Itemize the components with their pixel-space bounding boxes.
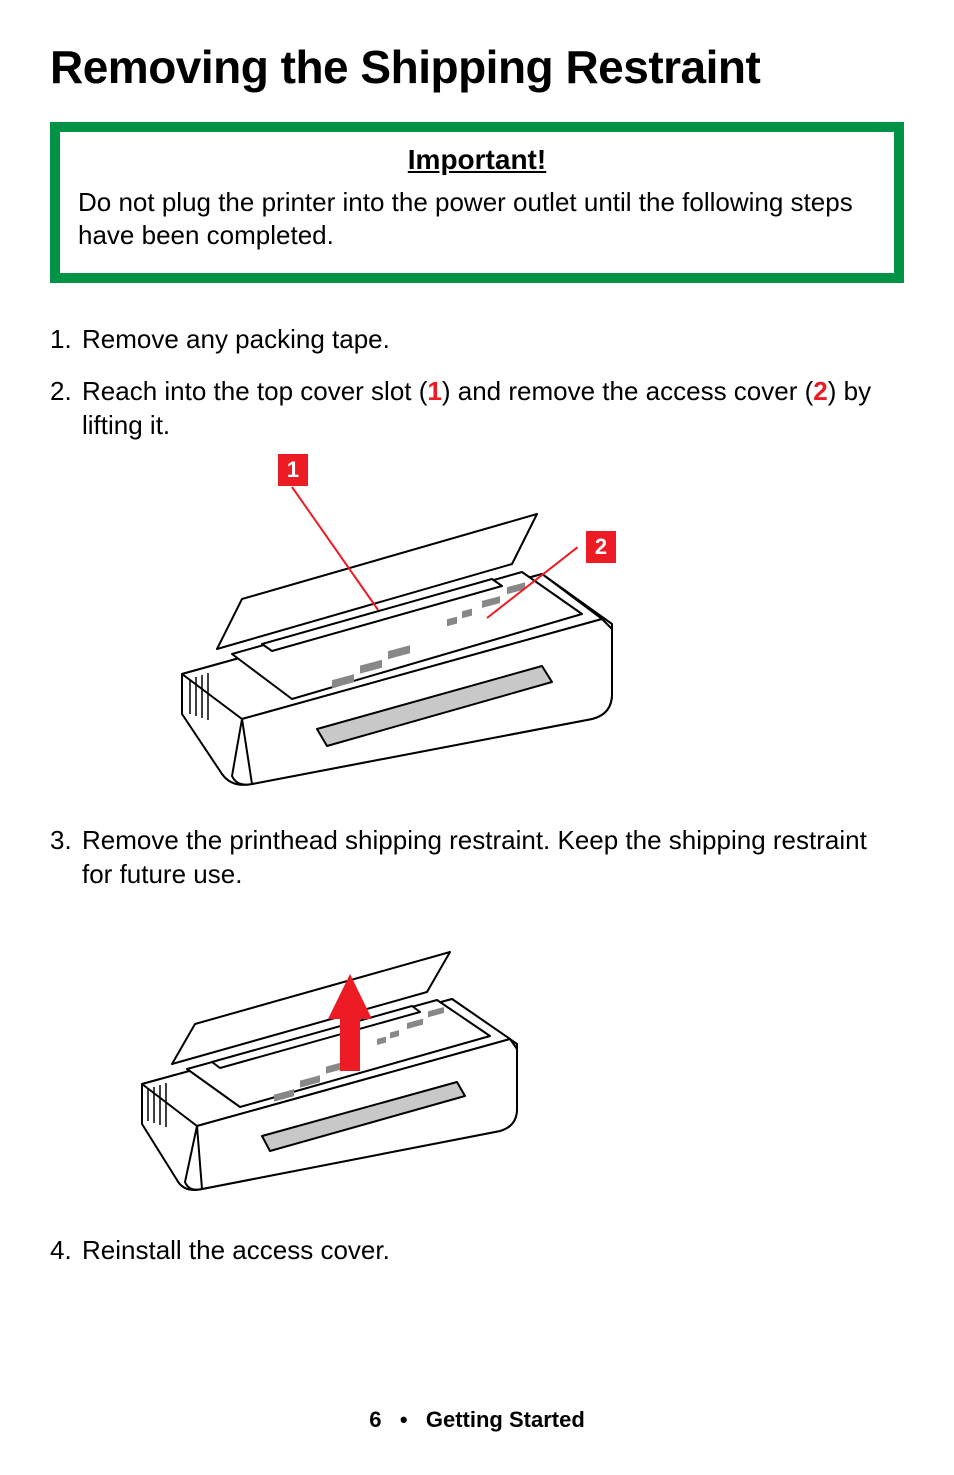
page-footer: 6 • Getting Started: [0, 1407, 954, 1433]
callout-ref-2: 2: [813, 376, 827, 406]
step-2-part-2: ) and remove the access cover (: [442, 376, 813, 406]
step-3-text: Remove the printhead shipping restraint.…: [82, 825, 867, 889]
footer-section: Getting Started: [426, 1407, 585, 1432]
step-3: Remove the printhead shipping restraint.…: [50, 824, 904, 1204]
footer-separator: •: [400, 1407, 408, 1432]
step-4: Reinstall the access cover.: [50, 1234, 904, 1268]
step-2: Reach into the top cover slot (1) and re…: [50, 375, 904, 795]
printer-diagram-2: [112, 904, 552, 1204]
figure-2: [112, 904, 552, 1204]
page-title: Removing the Shipping Restraint: [50, 40, 904, 94]
callout-ref-1: 1: [427, 376, 441, 406]
printer-diagram-1: [142, 454, 642, 794]
important-body: Do not plug the printer into the power o…: [78, 186, 876, 251]
callout-badge-2: 2: [586, 531, 616, 563]
figure-1: 1 2: [142, 454, 642, 794]
step-1: Remove any packing tape.: [50, 323, 904, 357]
important-heading: Important!: [78, 144, 876, 176]
steps-list: Remove any packing tape. Reach into the …: [50, 323, 904, 1268]
callout-badge-1: 1: [278, 454, 308, 486]
important-box: Important! Do not plug the printer into …: [50, 122, 904, 283]
step-2-part-0: Reach into the top cover slot (: [82, 376, 427, 406]
page-number: 6: [369, 1407, 381, 1432]
